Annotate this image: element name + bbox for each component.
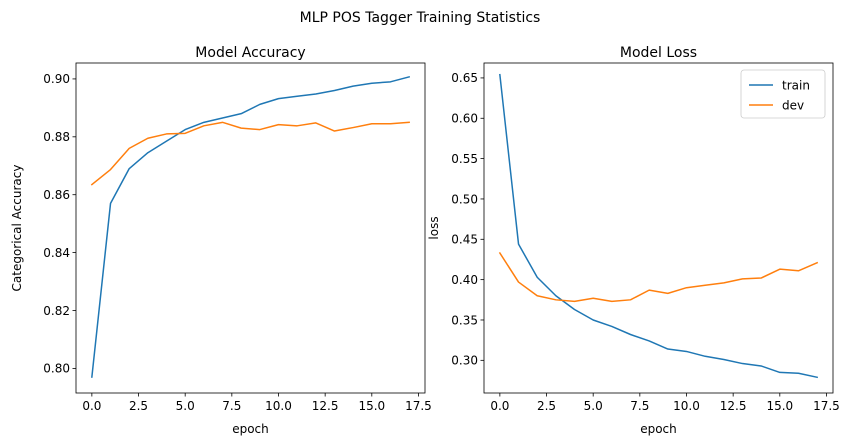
y-tick-label: 0.90 bbox=[43, 72, 70, 86]
y-tick-label: 0.80 bbox=[43, 362, 70, 376]
chart-panel-1: Model Loss 0.0 2.5 5.0 7.5 10.0 12.5 15.0 17.5 0.… bbox=[427, 45, 840, 436]
series-line-dev bbox=[498, 251, 819, 303]
series-line-train bbox=[91, 75, 411, 378]
y-tick-label: 0.88 bbox=[43, 130, 70, 144]
y-axis-label: Categorical Accuracy bbox=[10, 165, 24, 292]
y-tick-label: 0.65 bbox=[451, 71, 478, 85]
legend-box bbox=[740, 69, 826, 119]
y-tick-label: 0.40 bbox=[451, 273, 478, 287]
figure-title: MLP POS Tagger Training Statistics bbox=[300, 10, 541, 26]
x-tick-label: 10.0 bbox=[265, 399, 292, 413]
x-tick-label: 7.5 bbox=[222, 399, 241, 413]
x-axis-label: epoch bbox=[232, 422, 269, 436]
y-tick-label: 0.86 bbox=[43, 188, 70, 202]
chart-title: Model Accuracy bbox=[195, 45, 305, 61]
y-tick-label: 0.84 bbox=[43, 246, 70, 260]
y-tick-label: 0.30 bbox=[451, 354, 478, 368]
plot-frame bbox=[75, 62, 426, 394]
x-tick-label: 15.0 bbox=[358, 399, 385, 413]
x-tick-label: 2.5 bbox=[537, 399, 556, 413]
y-tick-label: 0.55 bbox=[451, 152, 478, 166]
x-tick-label: 15.0 bbox=[766, 399, 793, 413]
y-tick-label: 0.60 bbox=[451, 112, 478, 126]
y-tick-label: 0.45 bbox=[451, 233, 478, 247]
x-tick-label: 17.5 bbox=[813, 399, 840, 413]
legend-label-train: train bbox=[782, 78, 810, 92]
x-tick-label: 12.5 bbox=[312, 399, 339, 413]
x-tick-label: 0.0 bbox=[490, 399, 509, 413]
y-tick-label: 0.82 bbox=[43, 304, 70, 318]
legend: train dev bbox=[740, 69, 826, 119]
x-tick-label: 5.0 bbox=[584, 399, 603, 413]
x-tick-label: 12.5 bbox=[720, 399, 747, 413]
chart-title: Model Loss bbox=[620, 45, 697, 61]
x-tick-label: 7.5 bbox=[630, 399, 649, 413]
x-tick-label: 17.5 bbox=[405, 399, 432, 413]
series-line-train bbox=[499, 73, 819, 379]
chart-panel-0: Model Accuracy 0.0 2.5 5.0 7.5 10.0 12.5 15.0 17… bbox=[10, 45, 432, 436]
y-tick-label: 0.50 bbox=[451, 192, 478, 206]
x-tick-label: 10.0 bbox=[673, 399, 700, 413]
series-line-dev bbox=[90, 121, 410, 186]
y-tick-label: 0.35 bbox=[451, 313, 478, 327]
x-axis-label: epoch bbox=[640, 422, 677, 436]
plot-frame bbox=[483, 62, 834, 394]
x-tick-label: 2.5 bbox=[129, 399, 148, 413]
y-axis-label: loss bbox=[427, 216, 441, 239]
legend-label-dev: dev bbox=[782, 98, 804, 112]
x-tick-label: 0.0 bbox=[82, 399, 101, 413]
chart-panels: Model Accuracy 0.0 2.5 5.0 7.5 10.0 12.5 15.0 17… bbox=[10, 45, 840, 436]
x-tick-label: 5.0 bbox=[176, 399, 195, 413]
